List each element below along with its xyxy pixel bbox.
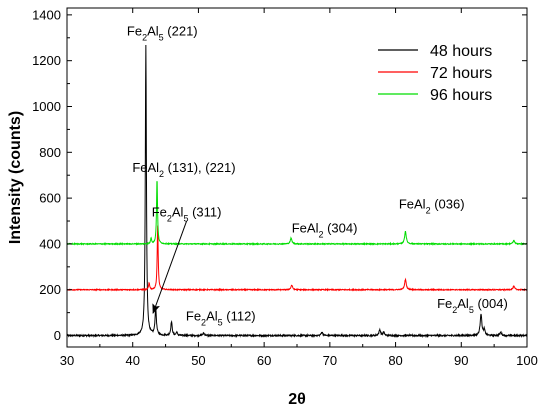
y-tick-label: 1400 <box>32 7 61 22</box>
annotation-fe2al5_112: Fe2Al5 (112) <box>186 309 256 328</box>
y-tick-label: 600 <box>39 191 61 206</box>
annotation-fe2al5_004: Fe2Al5 (004) <box>437 296 508 315</box>
y-tick-label: 800 <box>39 145 61 160</box>
x-tick-label: 80 <box>388 353 402 368</box>
annotation-layer: Fe2Al5 (221) FeAl2 (131), (221) Fe2Al5 (31… <box>127 23 508 327</box>
x-tick-label: 100 <box>516 353 538 368</box>
y-tick-label: 200 <box>39 282 61 297</box>
y-tick-label: 1200 <box>32 53 61 68</box>
series-line-0 <box>66 44 528 339</box>
series-layer <box>66 44 528 339</box>
y-axis-title: Intensity (counts) <box>7 111 24 244</box>
x-tick-label: 40 <box>125 353 139 368</box>
annotation-arrow <box>152 220 188 315</box>
series-line-2 <box>66 181 528 247</box>
annotation-feal2_304: FeAl2 (304) <box>292 220 358 239</box>
x-tick-label: 30 <box>60 353 74 368</box>
annotation-feal2_036: FeAl2 (036) <box>399 196 465 215</box>
series-line-1 <box>66 225 528 292</box>
x-tick-label: 50 <box>191 353 205 368</box>
x-tick-label: 90 <box>454 353 468 368</box>
x-tick-label: 60 <box>257 353 271 368</box>
y-tick-label: 400 <box>39 236 61 251</box>
annotation-fe2al5_311: Fe2Al5 (311) <box>152 204 222 223</box>
tick-layer: 30 40 50 60 70 80 90 10002004006008001000120014… <box>32 7 538 368</box>
y-tick-label: 0 <box>54 328 61 343</box>
annotation-fe2al5_221: Fe2Al5 (221) <box>127 23 198 42</box>
legend-label-1: 72 hours <box>430 65 492 82</box>
y-tick-label: 1000 <box>32 99 61 114</box>
x-axis-title: 2θ <box>288 391 306 408</box>
annotation-feal2_131_221: FeAl2 (131), (221) <box>132 160 235 179</box>
legend-label-0: 48 hours <box>430 43 492 60</box>
legend: 48 hours 72 hours 96 hours <box>378 43 492 104</box>
legend-label-2: 96 hours <box>430 87 492 104</box>
x-tick-label: 70 <box>323 353 337 368</box>
